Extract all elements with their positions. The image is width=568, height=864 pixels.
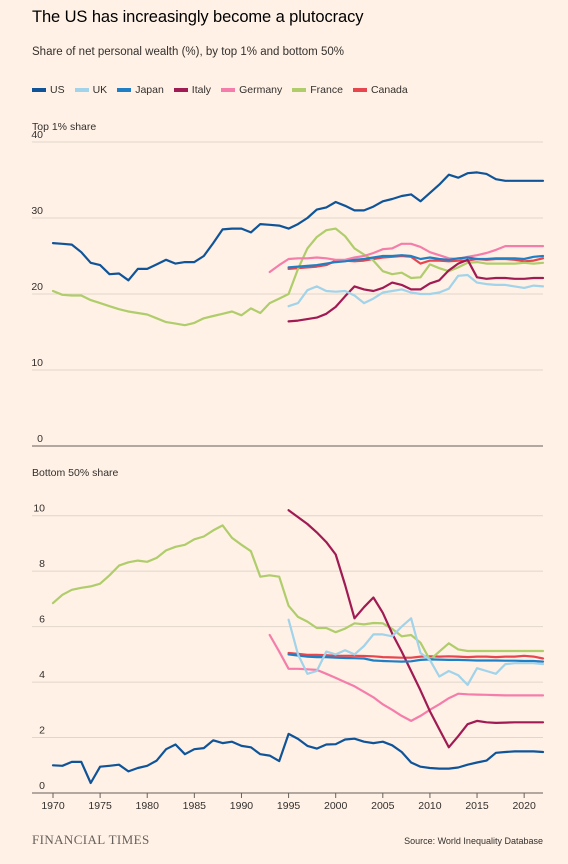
legend-item-japan: Japan — [117, 84, 164, 96]
panel2-line-germany — [268, 633, 545, 722]
panel1-ytick-10: 10 — [31, 357, 43, 369]
panel2-ytick-0: 0 — [39, 780, 45, 792]
legend: US UK Japan Italy Germany France Canada — [32, 84, 408, 96]
panel1-line-us — [51, 171, 545, 282]
legend-item-france: France — [292, 84, 343, 96]
panel2-ytick-4: 4 — [39, 669, 45, 681]
legend-swatch-france — [292, 88, 307, 92]
panel1-ytick-20: 20 — [31, 281, 43, 293]
panel2-xtick-1995: 1995 — [277, 800, 301, 812]
panel2-line-us — [51, 732, 545, 785]
panel2-ytick-2: 2 — [39, 725, 45, 737]
panel1-line-germany — [268, 242, 545, 274]
panel1-title: Top 1% share — [32, 121, 96, 133]
panel2-xtick-2015: 2015 — [465, 800, 489, 812]
panel2-xtick-2010: 2010 — [418, 800, 442, 812]
panel2-line-italy — [287, 509, 545, 749]
legend-label-japan: Japan — [135, 84, 164, 96]
panel2-line-france — [51, 524, 545, 661]
legend-swatch-us — [32, 88, 46, 92]
ft-logo: FINANCIAL TIMES — [32, 832, 150, 847]
panel2-line-uk — [287, 617, 545, 686]
legend-label-france: France — [310, 84, 343, 96]
panel1-line-japan — [287, 254, 545, 269]
legend-swatch-uk — [74, 88, 89, 92]
panel2-ytick-10: 10 — [33, 503, 45, 515]
chart-title: The US has increasingly become a plutocr… — [32, 8, 364, 26]
legend-item-canada: Canada — [352, 84, 408, 96]
legend-swatch-germany — [221, 88, 236, 92]
legend-label-italy: Italy — [191, 84, 212, 96]
legend-label-uk: UK — [92, 84, 108, 96]
panel2-xtick-1980: 1980 — [136, 800, 160, 812]
legend-swatch-canada — [352, 88, 367, 92]
panel2-xtick-2020: 2020 — [512, 800, 536, 812]
panel2-xtick-1990: 1990 — [230, 800, 254, 812]
legend-item-us: US — [32, 84, 65, 96]
panel1-line-france — [51, 227, 545, 327]
panel2-xtick-1975: 1975 — [88, 800, 112, 812]
panel2-ytick-8: 8 — [39, 558, 45, 570]
panel1-ytick-40: 40 — [31, 129, 43, 141]
panel2-xtick-2000: 2000 — [324, 800, 348, 812]
legend-label-canada: Canada — [370, 84, 408, 96]
legend-item-germany: Germany — [221, 84, 282, 96]
legend-swatch-japan — [117, 88, 132, 92]
panel1-ytick-0: 0 — [37, 433, 43, 445]
panel2-title: Bottom 50% share — [32, 467, 119, 479]
legend-swatch-italy — [173, 88, 188, 92]
legend-label-germany: Germany — [239, 84, 283, 96]
panel2-xtick-1970: 1970 — [41, 800, 65, 812]
legend-item-italy: Italy — [173, 84, 212, 96]
panel1-line-uk — [287, 273, 545, 308]
source-note: Source: World Inequality Database — [404, 836, 543, 846]
panel2-xtick-1985: 1985 — [183, 800, 207, 812]
legend-item-uk: UK — [74, 84, 108, 96]
panel2-ytick-6: 6 — [39, 614, 45, 626]
panel2-line-canada — [287, 651, 545, 660]
legend-label-us: US — [50, 84, 65, 96]
panel2-line-japan — [287, 653, 545, 663]
panel2-xtick-2005: 2005 — [371, 800, 395, 812]
chart-subtitle: Share of net personal wealth (%), by top… — [32, 46, 344, 58]
panel1-ytick-30: 30 — [31, 205, 43, 217]
panel1-line-italy — [287, 258, 545, 323]
